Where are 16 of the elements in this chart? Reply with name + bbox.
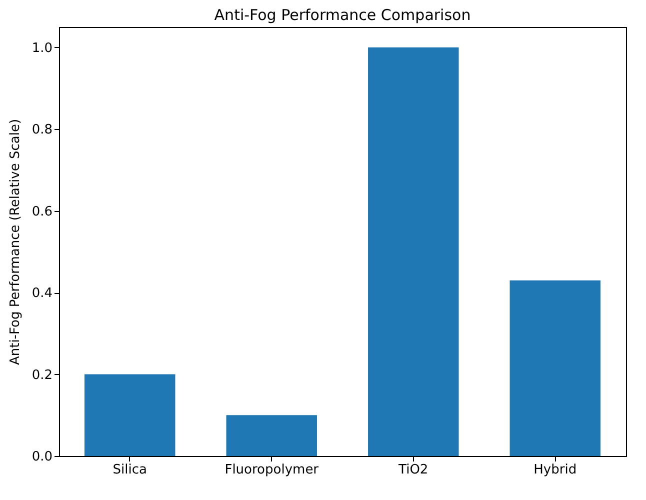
bar — [226, 415, 317, 456]
x-tick-label: Hybrid — [534, 462, 577, 478]
bar — [368, 47, 459, 456]
chart-title: Anti-Fog Performance Comparison — [214, 6, 471, 24]
x-tick-label: Fluoropolymer — [224, 462, 320, 478]
y-tick-label: 0.6 — [32, 204, 52, 220]
y-tick-label: 0.0 — [32, 450, 52, 464]
y-axis-title: Anti-Fog Performance (Relative Scale) — [8, 118, 23, 366]
bar — [84, 374, 176, 456]
y-tick-label: 1.0 — [32, 40, 52, 56]
x-tick-label: Silica — [112, 462, 147, 478]
x-tick-label: TiO2 — [398, 462, 428, 478]
y-tick-label: 0.8 — [32, 122, 52, 138]
y-tick-label: 0.4 — [32, 286, 52, 302]
bar — [510, 280, 600, 456]
y-tick-label: 0.2 — [32, 368, 52, 383]
